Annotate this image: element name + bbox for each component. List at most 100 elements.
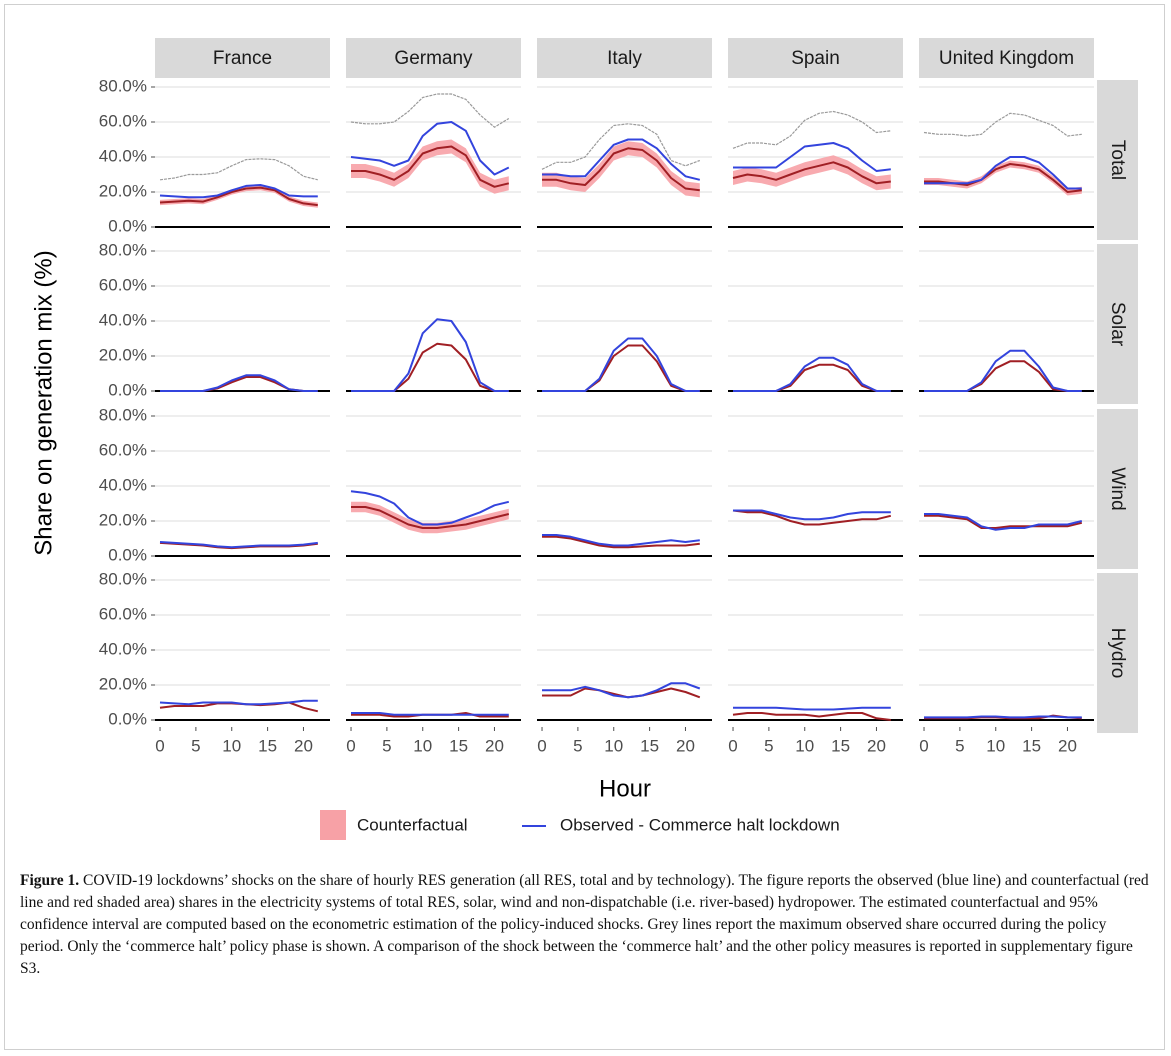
- y-tick-label: 0.0%: [108, 380, 147, 399]
- observed-line: [351, 318, 509, 392]
- x-tick-label: 20: [867, 736, 886, 755]
- legend-key: [320, 810, 346, 840]
- confidence-band: [924, 160, 1082, 196]
- x-tick-label: 15: [449, 736, 468, 755]
- observed-line: [351, 712, 509, 716]
- x-tick-label: 10: [986, 736, 1005, 755]
- column-strip-label: Germany: [394, 48, 473, 69]
- counterfactual-line: [159, 186, 318, 207]
- observed-line: [733, 509, 891, 521]
- column-strip: [155, 38, 330, 78]
- y-tick-label: 40.0%: [99, 310, 147, 329]
- confidence-band: [351, 139, 509, 194]
- y-tick-label: 20.0%: [99, 345, 147, 364]
- y-tick-label: 20.0%: [99, 674, 147, 693]
- y-tick-label: 20.0%: [99, 510, 147, 529]
- observed-line: [350, 121, 510, 176]
- x-tick-label: 0: [346, 736, 355, 755]
- x-tick-label: 10: [604, 736, 623, 755]
- row-strip: [1097, 409, 1138, 569]
- maximum-line: [923, 112, 1082, 137]
- confidence-band: [351, 501, 509, 534]
- observed-line: [924, 513, 1083, 531]
- x-tick-label: 15: [640, 736, 659, 755]
- y-tick-label: 60.0%: [99, 275, 147, 294]
- x-tick-label: 20: [485, 736, 504, 755]
- counterfactual-line: [732, 712, 891, 721]
- y-tick-label: 60.0%: [99, 440, 147, 459]
- row-strip-label: Wind: [1107, 467, 1128, 510]
- x-tick-label: 10: [413, 736, 432, 755]
- counterfactual-line: [351, 145, 510, 188]
- y-tick-label: 0.0%: [108, 216, 147, 235]
- observed-line: [733, 356, 891, 392]
- x-tick-label: 20: [676, 736, 695, 755]
- maximum-line: [541, 123, 701, 170]
- x-tick-label: 20: [1058, 736, 1077, 755]
- chart: France Germany Italy Spain United Kingdom Tot…: [30, 38, 1138, 840]
- observed-line: [733, 706, 891, 711]
- counterfactual-line: [732, 509, 892, 526]
- column-strip: [728, 38, 903, 78]
- column-strip-label: Italy: [607, 48, 642, 69]
- row-strip: [1097, 244, 1138, 404]
- column-strip: [919, 38, 1094, 78]
- caption-label: Figure 1.: [20, 872, 80, 889]
- observed-line: [924, 349, 1082, 392]
- y-tick-label: 0.0%: [108, 545, 147, 564]
- x-tick-label: 5: [382, 736, 391, 755]
- x-tick-label: 0: [728, 736, 737, 755]
- column-strip-label: Spain: [791, 48, 840, 69]
- y-tick-label: 20.0%: [99, 181, 147, 200]
- counterfactual-line: [924, 514, 1083, 529]
- observed-line: [542, 534, 700, 547]
- y-tick-label: 80.0%: [99, 405, 147, 424]
- counterfactual-line: [351, 342, 509, 392]
- y-tick-label: 40.0%: [99, 146, 147, 165]
- counterfactual-line: [732, 161, 891, 185]
- counterfactual-line: [351, 506, 510, 529]
- x-tick-label: 10: [795, 736, 814, 755]
- y-tick-label: 40.0%: [99, 639, 147, 658]
- observed-line: [542, 337, 700, 392]
- counterfactual-line: [542, 344, 700, 392]
- legend-label: Counterfactual: [357, 815, 468, 834]
- observed-line: [159, 184, 318, 199]
- x-tick-label: 0: [537, 736, 546, 755]
- y-tick-label: 60.0%: [99, 604, 147, 623]
- y-axis-title: Share on generation mix (%): [30, 250, 57, 555]
- counterfactual-line: [542, 535, 700, 549]
- observed-line: [159, 541, 318, 549]
- row-strip-label: Total: [1107, 140, 1128, 180]
- observed-line: [350, 490, 510, 526]
- observed-line: [924, 156, 1082, 190]
- y-tick-label: 80.0%: [99, 569, 147, 588]
- observed-line: [924, 715, 1082, 719]
- legend-label: Observed - Commerce halt lockdown: [560, 815, 840, 834]
- observed-line: [733, 142, 891, 172]
- x-tick-label: 15: [831, 736, 850, 755]
- figure-frame: [4, 4, 1165, 1050]
- x-tick-label: 0: [919, 736, 928, 755]
- column-strip-label: United Kingdom: [939, 48, 1074, 69]
- row-strip: [1097, 80, 1138, 240]
- counterfactual-line: [924, 360, 1082, 392]
- column-strip-label: France: [213, 48, 272, 69]
- confidence-band: [542, 141, 700, 198]
- observed-line: [542, 138, 701, 181]
- x-tick-label: 15: [1022, 736, 1041, 755]
- confidence-band: [733, 155, 891, 191]
- row-strip-label: Solar: [1107, 302, 1128, 347]
- x-tick-label: 0: [155, 736, 164, 755]
- row-strip-label: Hydro: [1107, 628, 1128, 679]
- row-strip: [1097, 573, 1138, 733]
- observed-line: [160, 374, 318, 392]
- observed-line: [159, 699, 318, 706]
- maximum-line: [159, 158, 318, 181]
- x-tick-label: 5: [764, 736, 773, 755]
- observed-line: [542, 682, 701, 699]
- x-axis-title: Hour: [599, 775, 651, 802]
- x-tick-label: 15: [258, 736, 277, 755]
- y-tick-label: 80.0%: [99, 240, 147, 259]
- y-tick-label: 40.0%: [99, 475, 147, 494]
